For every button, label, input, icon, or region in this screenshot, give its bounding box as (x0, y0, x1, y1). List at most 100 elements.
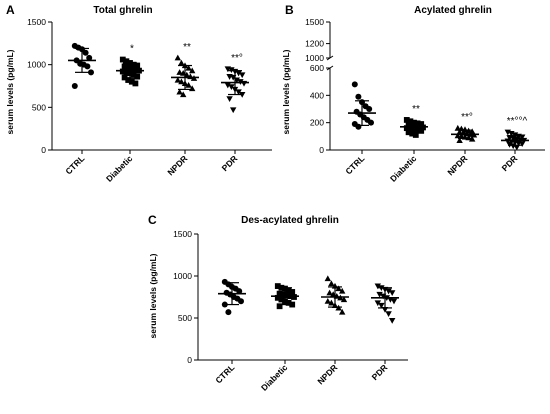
data-point (238, 298, 244, 305)
data-point (339, 287, 346, 294)
data-point (409, 130, 416, 137)
data-point (326, 289, 333, 296)
data-point (228, 84, 235, 91)
data-point (289, 301, 296, 308)
y-tick-label: 500 (178, 313, 192, 323)
data-point (185, 64, 192, 71)
data-point (176, 69, 183, 75)
data-point (86, 54, 93, 61)
data-point (374, 283, 381, 290)
data-point (324, 298, 331, 304)
data-point (123, 69, 130, 76)
data-point (324, 275, 331, 282)
data-point (236, 288, 243, 295)
data-point (405, 121, 412, 128)
y-tick-label: 1000 (27, 60, 46, 70)
data-point (132, 66, 139, 73)
data-point (240, 80, 248, 87)
data-point (123, 58, 130, 65)
data-point (128, 78, 135, 85)
panel-letter-c: C (148, 213, 157, 227)
data-point (390, 298, 398, 305)
data-point (291, 294, 297, 300)
x-tick-label: Diabetic (388, 153, 419, 184)
data-point (225, 309, 232, 316)
data-point (285, 299, 292, 306)
data-point (134, 62, 141, 69)
data-point (403, 125, 410, 132)
data-point (351, 81, 358, 88)
y-tick-label: 600 (310, 63, 324, 73)
y-tick-label: 1200 (305, 39, 324, 49)
x-tick-label: CTRL (63, 153, 86, 176)
y-tick-label: 400 (310, 90, 324, 100)
data-point (374, 300, 381, 307)
data-point (176, 88, 183, 95)
data-point (130, 61, 137, 68)
data-point (469, 135, 476, 142)
panel-title-a: Total ghrelin (93, 5, 152, 16)
data-point (289, 289, 296, 295)
x-tick-label: PDR (220, 153, 240, 173)
significance-label: ** (183, 42, 191, 53)
y-tick-label: 200 (310, 118, 324, 128)
y-axis-label-c: serum levels (pg/mL) (148, 253, 158, 338)
data-point (368, 119, 374, 126)
data-point (221, 301, 228, 308)
data-point (276, 303, 283, 310)
data-point (235, 89, 242, 96)
data-point (376, 291, 383, 298)
y-tick-label: 0 (319, 145, 324, 155)
x-tick-label: Diabetic (259, 362, 290, 393)
data-point (283, 292, 290, 299)
x-tick-label: NPDR (165, 153, 189, 177)
data-point (513, 144, 520, 151)
y-tick-label: 500 (32, 102, 46, 112)
x-tick-label: NPDR (315, 362, 339, 386)
data-point (280, 291, 287, 298)
data-point (385, 288, 392, 295)
significance-label: **° (461, 112, 473, 123)
y-tick-label: 1000 (305, 53, 324, 63)
panel-letter-a: A (6, 3, 15, 17)
data-point (407, 118, 414, 125)
data-point (274, 283, 281, 289)
x-tick-label: CTRL (213, 362, 236, 385)
data-point (174, 54, 181, 61)
y-tick-label: 1000 (173, 271, 192, 281)
data-point (414, 127, 421, 134)
data-point (328, 280, 335, 287)
y-axis-label-b: serum levels (pg/mL) (281, 49, 291, 134)
data-point (132, 80, 139, 87)
significance-label: ** (412, 104, 420, 115)
significance-label: * (130, 44, 134, 55)
significance-label: **°°^ (507, 116, 528, 127)
data-point (339, 308, 346, 315)
data-point (84, 63, 91, 70)
data-point (125, 77, 132, 83)
data-point (418, 127, 425, 134)
data-point (121, 74, 128, 81)
data-point (366, 106, 373, 112)
data-point (125, 65, 132, 71)
data-point (130, 72, 137, 78)
data-point (276, 290, 283, 297)
data-point (119, 56, 126, 63)
y-tick-label: 0 (187, 355, 192, 365)
data-point (134, 73, 141, 80)
data-point (82, 49, 89, 56)
y-tick-label: 1500 (305, 17, 324, 27)
data-point (285, 287, 292, 294)
panel-title-b: Acylated ghrelin (414, 5, 492, 16)
data-point (185, 81, 192, 88)
data-point (328, 299, 335, 306)
data-point (71, 83, 78, 89)
data-point (378, 302, 385, 309)
data-point (355, 123, 362, 130)
data-point (274, 294, 281, 301)
data-point (178, 78, 185, 85)
data-point (385, 311, 392, 317)
data-point (121, 63, 128, 70)
data-point (389, 317, 396, 324)
x-tick-label: CTRL (343, 153, 366, 176)
